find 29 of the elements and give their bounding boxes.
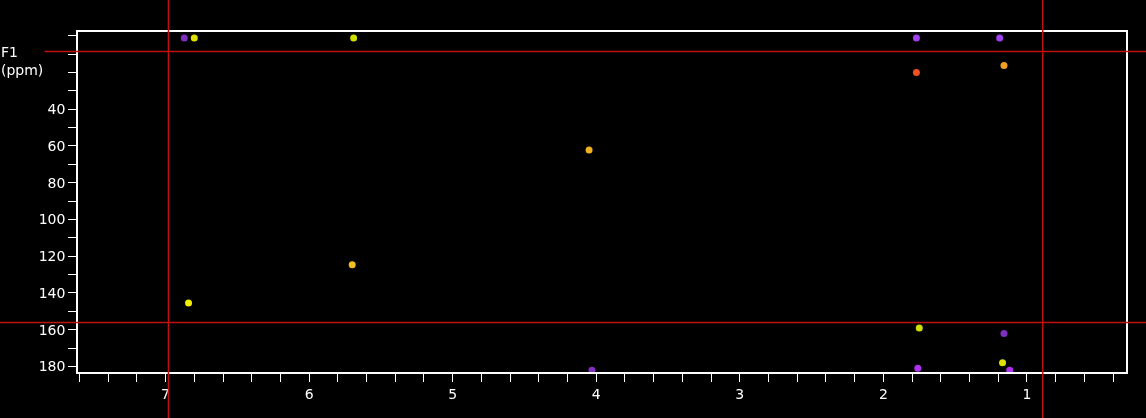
x-tick-label: 2: [878, 385, 888, 402]
point: [912, 69, 920, 77]
y-tick-label: 100: [38, 211, 66, 228]
y-tick-label: 40: [47, 101, 66, 118]
x-tick-label: 1: [1022, 385, 1032, 402]
point: [585, 146, 593, 154]
point: [180, 34, 188, 42]
point: [999, 359, 1007, 367]
point: [996, 34, 1004, 42]
point: [1000, 329, 1008, 337]
y-tick-label: 140: [38, 284, 66, 301]
point: [350, 34, 358, 42]
point: [1000, 61, 1008, 69]
y-tick-label: 60: [47, 137, 66, 154]
x-tick-label: 4: [591, 385, 601, 402]
y-axis-title: F1 (ppm): [1, 44, 44, 79]
y-tick-label: 80: [47, 174, 66, 191]
x-tick-label: 3: [735, 385, 745, 402]
point: [912, 34, 920, 42]
point: [348, 261, 356, 269]
x-tick-label: 6: [304, 385, 314, 402]
point: [915, 324, 923, 332]
x-tick-label: 5: [448, 385, 458, 402]
point: [185, 299, 193, 307]
point: [190, 34, 198, 42]
y-tick-label: 160: [38, 321, 66, 338]
point: [914, 364, 922, 372]
y-tick-label: 180: [38, 358, 66, 375]
y-tick-label: 120: [38, 248, 66, 265]
